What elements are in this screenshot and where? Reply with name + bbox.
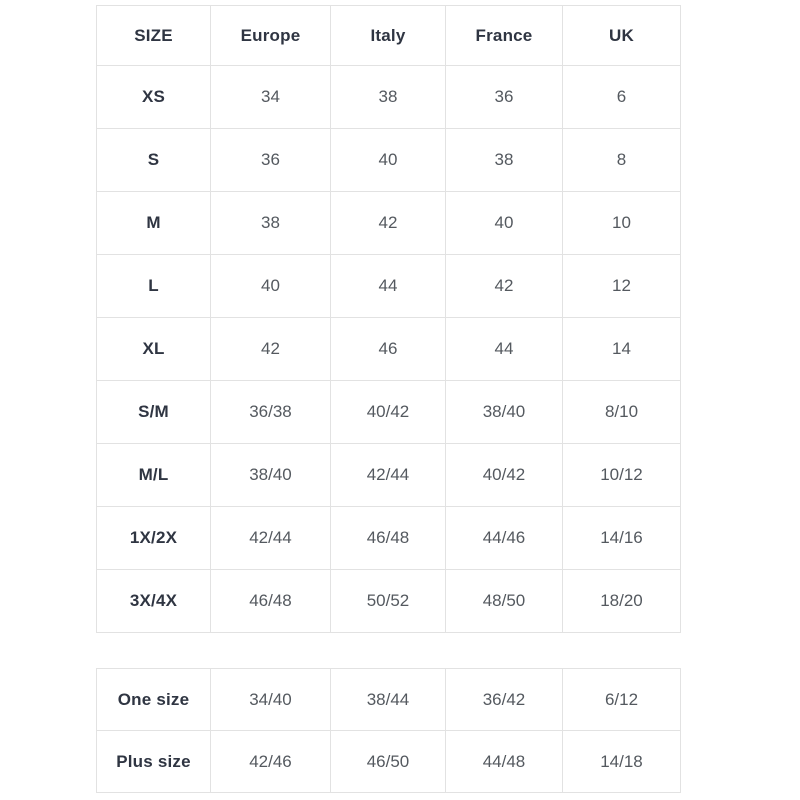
europe-value-cell: 38: [210, 191, 331, 255]
size-conversion-table: SIZE Europe Italy France UK XS 34 38 36 …: [96, 5, 681, 633]
column-header-italy: Italy: [330, 5, 446, 66]
table-row: L 40 44 42 12: [96, 254, 681, 318]
table-row: 3X/4X 46/48 50/52 48/50 18/20: [96, 569, 681, 633]
table-row: M/L 38/40 42/44 40/42 10/12: [96, 443, 681, 507]
uk-value-cell: 6: [562, 65, 681, 129]
column-header-europe: Europe: [210, 5, 331, 66]
italy-value-cell: 42: [330, 191, 446, 255]
europe-value-cell: 42/46: [210, 730, 331, 793]
uk-value-cell: 6/12: [562, 668, 681, 731]
uk-value-cell: 8: [562, 128, 681, 192]
europe-value-cell: 42/44: [210, 506, 331, 570]
uk-value-cell: 14: [562, 317, 681, 381]
table-row: S/M 36/38 40/42 38/40 8/10: [96, 380, 681, 444]
italy-value-cell: 40/42: [330, 380, 446, 444]
size-label-cell: S: [96, 128, 211, 192]
france-value-cell: 48/50: [445, 569, 563, 633]
column-header-france: France: [445, 5, 563, 66]
france-value-cell: 44: [445, 317, 563, 381]
uk-value-cell: 8/10: [562, 380, 681, 444]
europe-value-cell: 36: [210, 128, 331, 192]
italy-value-cell: 40: [330, 128, 446, 192]
table-row: One size 34/40 38/44 36/42 6/12: [96, 668, 681, 731]
france-value-cell: 44/46: [445, 506, 563, 570]
column-header-uk: UK: [562, 5, 681, 66]
france-value-cell: 38: [445, 128, 563, 192]
europe-value-cell: 40: [210, 254, 331, 318]
size-label-cell: One size: [96, 668, 211, 731]
europe-value-cell: 42: [210, 317, 331, 381]
europe-value-cell: 34/40: [210, 668, 331, 731]
size-label-cell: XS: [96, 65, 211, 129]
table-row: M 38 42 40 10: [96, 191, 681, 255]
size-label-cell: XL: [96, 317, 211, 381]
column-header-size: SIZE: [96, 5, 211, 66]
size-label-cell: S/M: [96, 380, 211, 444]
france-value-cell: 40/42: [445, 443, 563, 507]
size-label-cell: M: [96, 191, 211, 255]
table-row: 1X/2X 42/44 46/48 44/46 14/16: [96, 506, 681, 570]
uk-value-cell: 10/12: [562, 443, 681, 507]
uk-value-cell: 18/20: [562, 569, 681, 633]
italy-value-cell: 46/48: [330, 506, 446, 570]
italy-value-cell: 50/52: [330, 569, 446, 633]
europe-value-cell: 34: [210, 65, 331, 129]
size-label-cell: L: [96, 254, 211, 318]
uk-value-cell: 10: [562, 191, 681, 255]
italy-value-cell: 42/44: [330, 443, 446, 507]
italy-value-cell: 38: [330, 65, 446, 129]
table-row: S 36 40 38 8: [96, 128, 681, 192]
table-header-row: SIZE Europe Italy France UK: [96, 5, 681, 66]
europe-value-cell: 38/40: [210, 443, 331, 507]
uk-value-cell: 14/16: [562, 506, 681, 570]
special-sizes-table: One size 34/40 38/44 36/42 6/12 Plus siz…: [96, 668, 681, 793]
table-row: Plus size 42/46 46/50 44/48 14/18: [96, 730, 681, 793]
europe-value-cell: 36/38: [210, 380, 331, 444]
italy-value-cell: 38/44: [330, 668, 446, 731]
table-row: XL 42 46 44 14: [96, 317, 681, 381]
france-value-cell: 42: [445, 254, 563, 318]
size-label-cell: Plus size: [96, 730, 211, 793]
france-value-cell: 44/48: [445, 730, 563, 793]
italy-value-cell: 46: [330, 317, 446, 381]
france-value-cell: 36: [445, 65, 563, 129]
uk-value-cell: 14/18: [562, 730, 681, 793]
italy-value-cell: 46/50: [330, 730, 446, 793]
europe-value-cell: 46/48: [210, 569, 331, 633]
size-label-cell: 3X/4X: [96, 569, 211, 633]
france-value-cell: 40: [445, 191, 563, 255]
table-row: XS 34 38 36 6: [96, 65, 681, 129]
italy-value-cell: 44: [330, 254, 446, 318]
france-value-cell: 36/42: [445, 668, 563, 731]
size-label-cell: 1X/2X: [96, 506, 211, 570]
size-label-cell: M/L: [96, 443, 211, 507]
uk-value-cell: 12: [562, 254, 681, 318]
france-value-cell: 38/40: [445, 380, 563, 444]
